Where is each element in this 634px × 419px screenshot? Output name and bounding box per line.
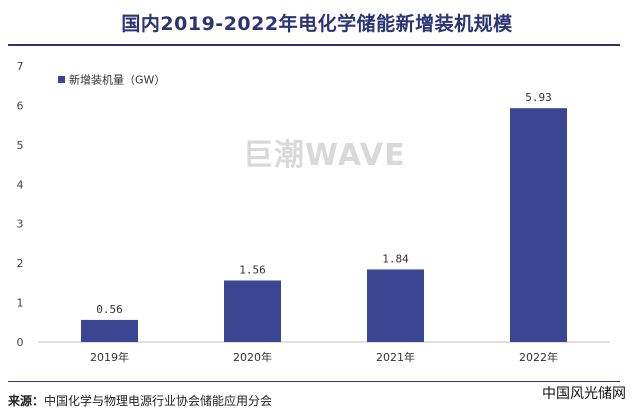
watermark: 巨潮WAVE xyxy=(243,138,406,173)
y-tick-label: 0 xyxy=(17,336,24,349)
x-tick-label: 2021年 xyxy=(376,350,415,364)
data-label: 1.56 xyxy=(239,263,266,276)
source-note: 来源：中国化学与物理电源行业协会储能应用分会 xyxy=(8,392,272,409)
bar xyxy=(367,269,424,342)
data-label: 5.93 xyxy=(525,91,552,104)
x-tick-label: 2019年 xyxy=(90,350,129,364)
legend-swatch xyxy=(58,76,65,83)
y-tick-label: 7 xyxy=(17,60,24,73)
y-tick-label: 5 xyxy=(17,139,24,152)
y-tick-label: 1 xyxy=(17,297,24,310)
source-label: 来源： xyxy=(8,394,45,408)
x-tick-label: 2020年 xyxy=(233,350,272,364)
y-tick-label: 6 xyxy=(17,99,24,112)
data-label: 0.56 xyxy=(96,303,123,316)
legend-label: 新增装机量（GW） xyxy=(69,73,165,87)
brand-logo-text: 中国风光储网 xyxy=(542,385,626,401)
source-text: 中国化学与物理电源行业协会储能应用分会 xyxy=(44,394,273,408)
chart-title: 国内2019-2022年电化学储能新增装机规模 xyxy=(121,13,513,35)
y-tick-label: 3 xyxy=(17,218,24,231)
bar xyxy=(224,280,281,342)
x-tick-label: 2022年 xyxy=(519,350,558,364)
title-bar: 国内2019-2022年电化学储能新增装机规模 xyxy=(0,0,634,44)
bar-chart: 0 1 2 3 4 5 6 7 0.56 2019年 1.56 2020年 1.84 2021年 5.93 2… xyxy=(17,60,610,364)
title-divider xyxy=(8,44,620,46)
y-tick-label: 2 xyxy=(17,257,24,270)
bar xyxy=(510,108,567,342)
data-label: 1.84 xyxy=(382,252,409,265)
bar xyxy=(81,319,138,342)
footer-divider xyxy=(8,381,620,382)
y-tick-label: 4 xyxy=(17,178,24,191)
